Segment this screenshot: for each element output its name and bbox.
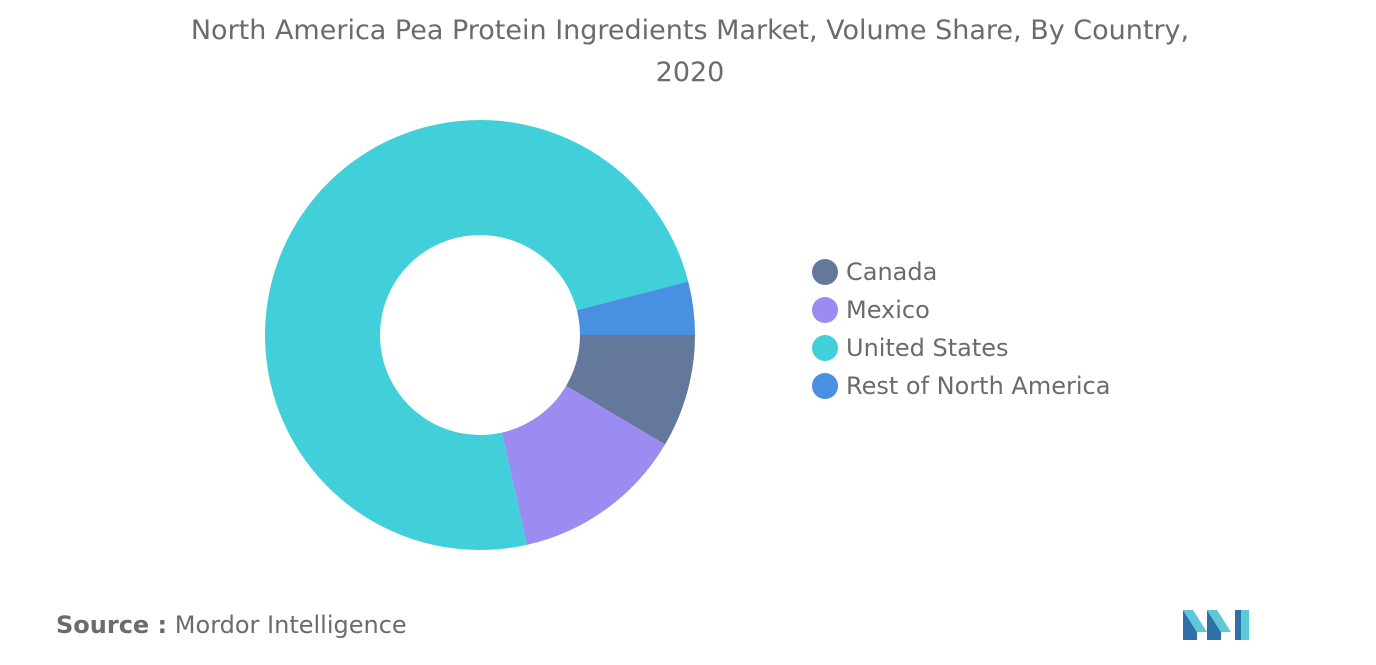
- legend-item: Rest of North America: [812, 367, 1110, 405]
- legend-label: Rest of North America: [846, 372, 1111, 400]
- slice-united-states: [264, 119, 689, 550]
- chart-title: North America Pea Protein Ingredients Ma…: [190, 15, 1190, 88]
- legend-item: United States: [812, 329, 1110, 367]
- source-label: Source :: [56, 611, 168, 639]
- slice-mexico: [501, 385, 666, 545]
- legend-swatch: [812, 335, 838, 361]
- source-text: Mordor Intelligence: [174, 611, 407, 639]
- legend-item: Mexico: [812, 291, 1110, 329]
- legend-swatch: [812, 373, 838, 399]
- slice-rest-of-north-america: [576, 281, 695, 335]
- legend-swatch: [812, 259, 838, 285]
- legend-label: United States: [846, 334, 1009, 362]
- source-note: Source : Mordor Intelligence: [56, 611, 407, 639]
- slice-canada: [566, 335, 695, 445]
- legend-label: Canada: [846, 258, 938, 286]
- mordor-intelligence-logo: [1183, 610, 1249, 640]
- legend-swatch: [812, 297, 838, 323]
- legend-item: Canada: [812, 253, 1110, 291]
- legend-label: Mexico: [846, 296, 930, 324]
- chart-legend: Canada Mexico United States Rest of North A…: [812, 253, 1110, 405]
